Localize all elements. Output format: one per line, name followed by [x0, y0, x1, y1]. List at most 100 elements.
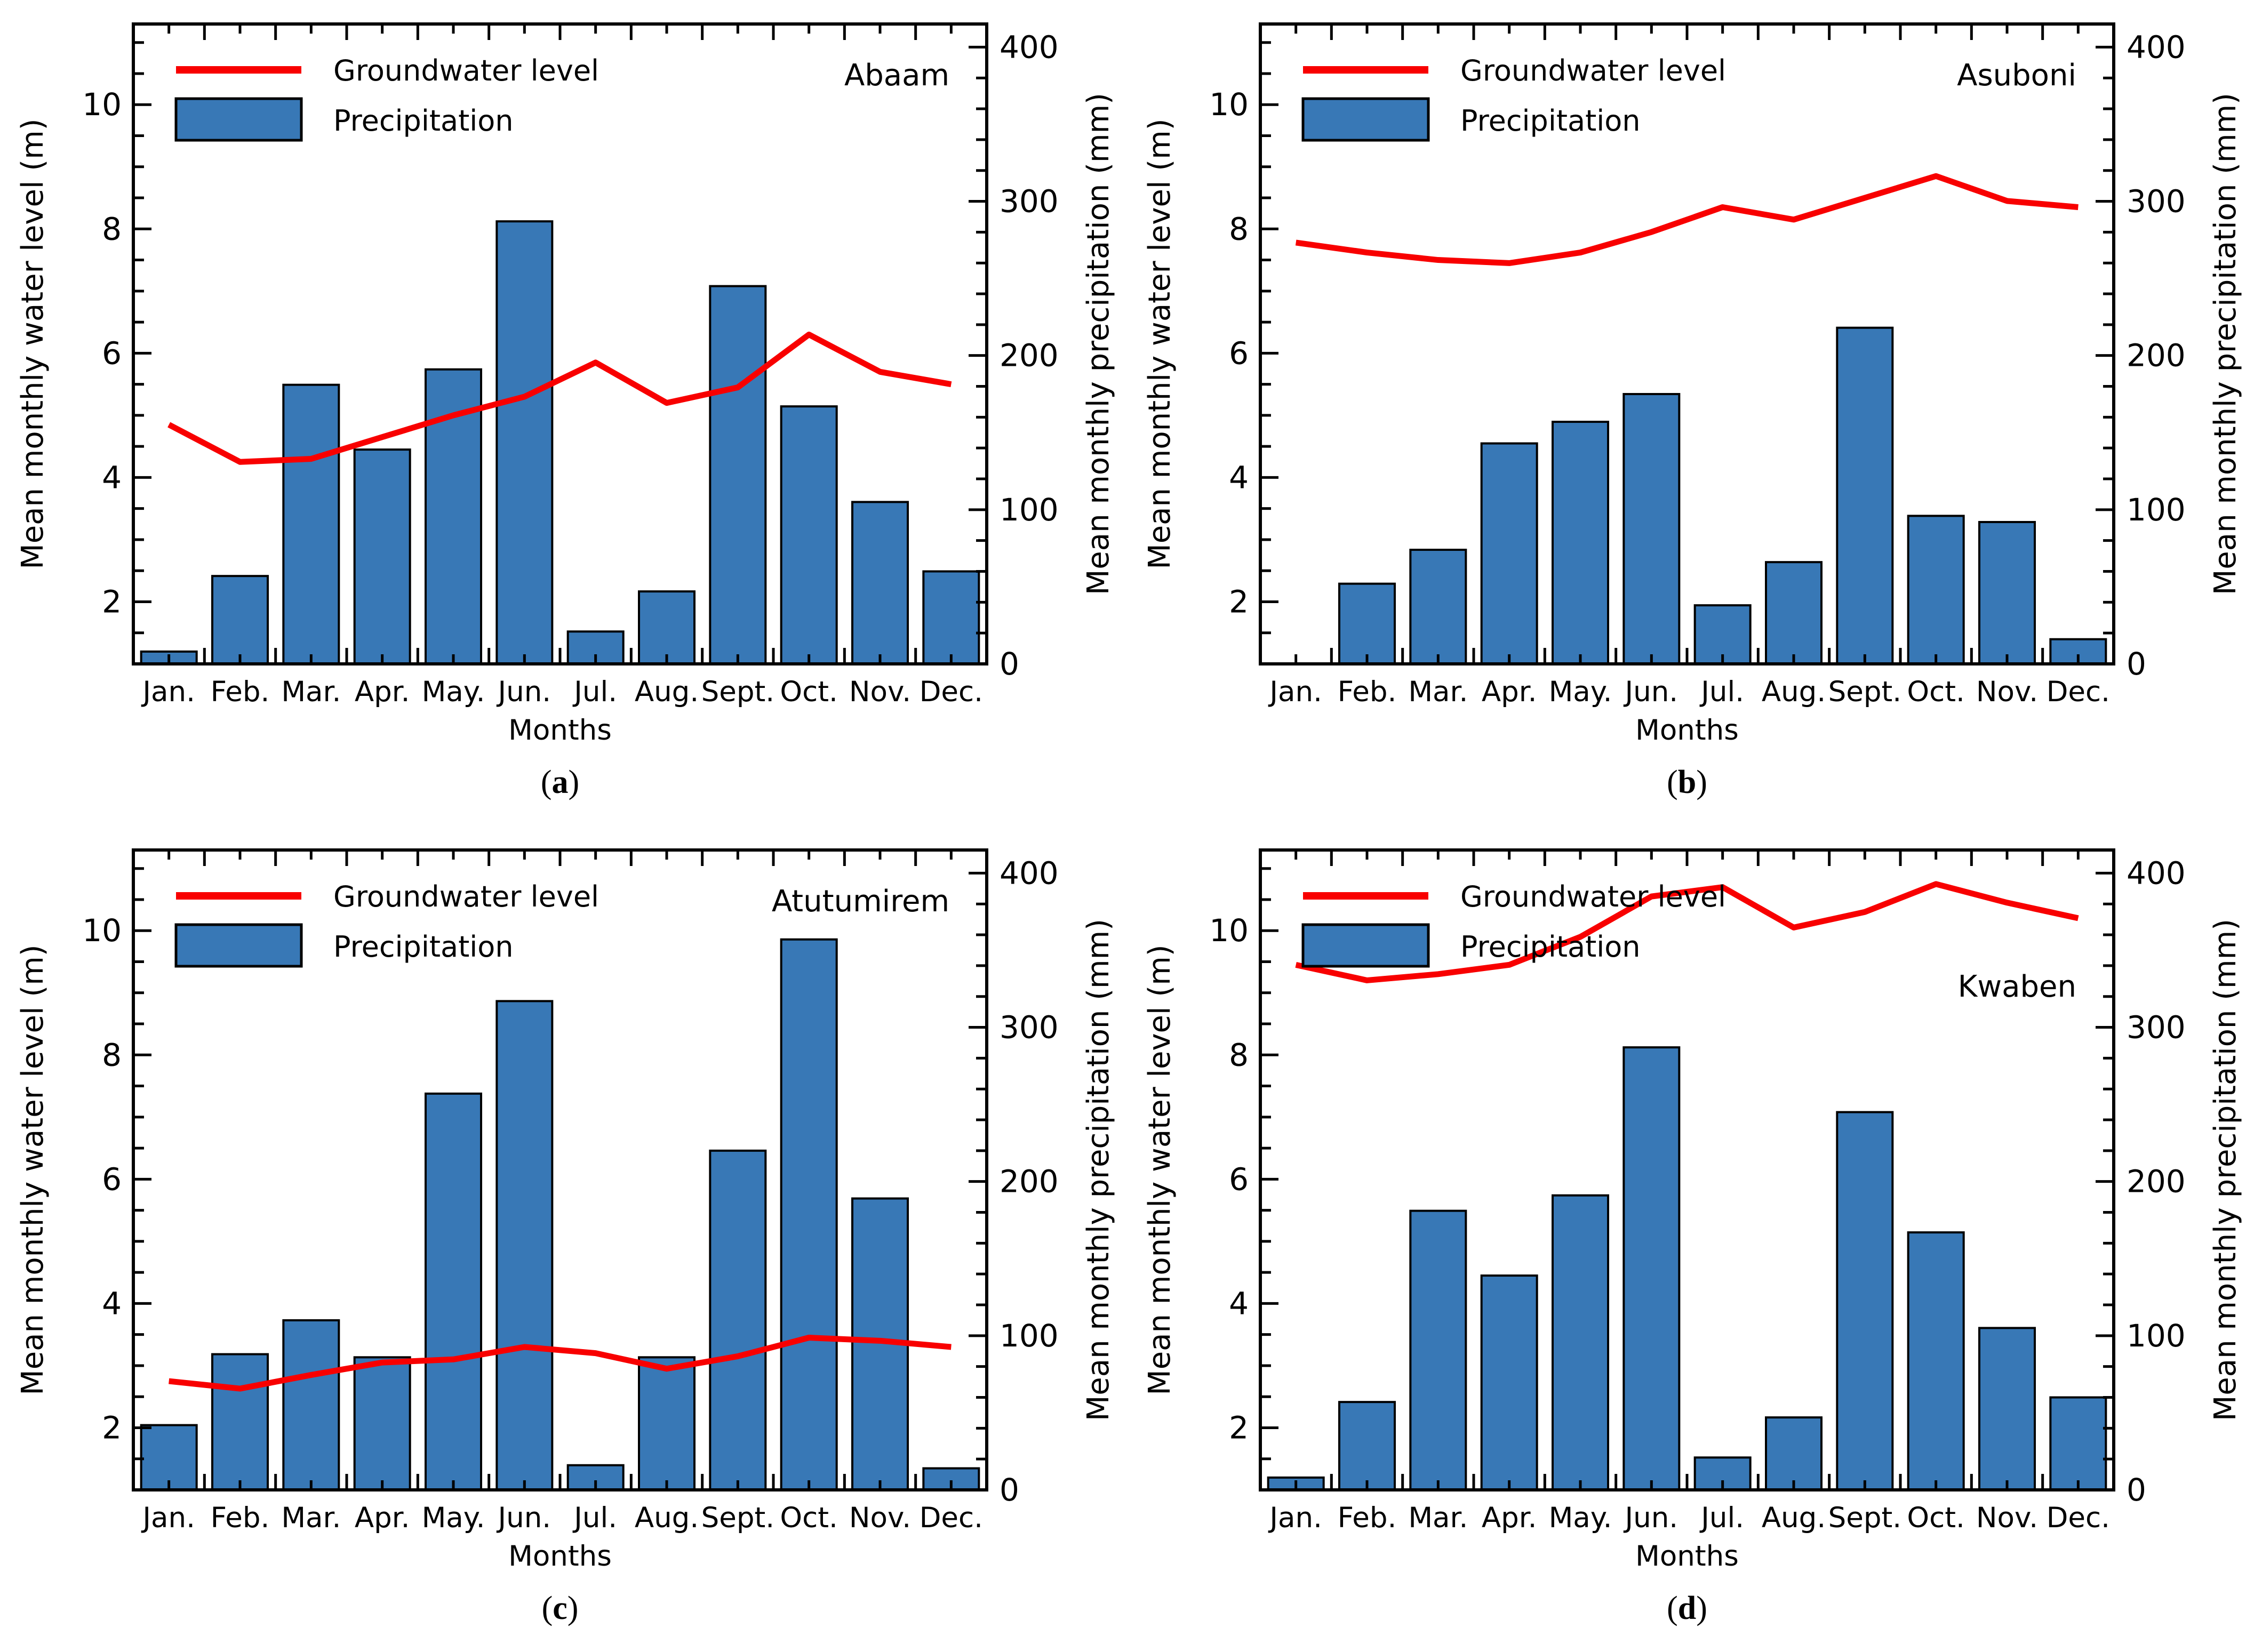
month-label: Dec. [920, 1502, 983, 1534]
y-right-tick-label: 0 [2127, 1472, 2146, 1508]
month-label: May. [1549, 1502, 1612, 1534]
month-label: Apr. [355, 1502, 410, 1534]
precipitation-bar-Feb [1338, 582, 1396, 665]
y-right-tick-label: 0 [1000, 646, 1019, 682]
precipitation-bar-Jun [1622, 392, 1681, 665]
y-left-tick-label: 10 [82, 912, 122, 949]
y-right-tick-label: 0 [2127, 646, 2146, 682]
y-right-tick-label: 300 [2127, 183, 2186, 220]
left-axis-title: Mean monthly water level (m) [1142, 118, 1177, 569]
right-axis-title: Mean monthly precipitation (mm) [1081, 93, 1116, 595]
y-left-tick-label: 8 [102, 211, 122, 247]
panel-c: 2 4 6 8 10 0 100 200 300 400 Jan. Feb. Mar. Apr. May. J… [0, 826, 1127, 1652]
precipitation-bar-Nov [851, 501, 909, 665]
precipitation-bar-Feb [211, 575, 269, 665]
month-label: Mar. [1408, 676, 1468, 708]
precipitation-bar-Nov [1978, 1327, 2036, 1491]
x-axis-title: Months [1635, 1540, 1739, 1573]
precipitation-bar-Jul [1693, 604, 1752, 665]
legend-precipitation-swatch [1301, 97, 1430, 142]
month-label: Jul. [572, 676, 617, 708]
y-left-tick-label: 10 [1209, 86, 1249, 123]
month-label: Jun. [1623, 1502, 1678, 1534]
precipitation-bar-May [1552, 1194, 1609, 1491]
y-right-tick-label: 200 [2127, 1164, 2186, 1200]
month-label: Jan. [1268, 676, 1322, 708]
y-right-tick-label: 300 [2127, 1009, 2186, 1046]
panel-b: 2 4 6 8 10 0 100 200 300 400 Jan. Feb. Mar. Apr. May. J… [1127, 0, 2254, 826]
month-label: Jul. [572, 1502, 617, 1534]
y-right-tick-label: 300 [1000, 1009, 1059, 1046]
y-right-tick-label: 100 [2127, 492, 2186, 528]
panel-caption: (b) [1667, 764, 1707, 800]
station-label: Asuboni [1957, 58, 2076, 93]
month-label: Mar. [281, 1502, 341, 1534]
legend-precipitation-label: Precipitation [333, 104, 514, 138]
station-label: Kwaben [1958, 969, 2076, 1004]
month-label: Nov. [849, 676, 911, 708]
month-label: May. [422, 676, 485, 708]
precipitation-bar-Aug [638, 590, 696, 665]
precipitation-bar-Mar [282, 383, 340, 665]
legend-precipitation-label: Precipitation [333, 930, 514, 964]
month-label: Mar. [281, 676, 341, 708]
month-label: Jan. [141, 676, 195, 708]
precipitation-bar-Jun [495, 220, 554, 665]
month-label: Nov. [1976, 1502, 2038, 1534]
month-label: Apr. [1482, 1502, 1537, 1534]
y-left-tick-label: 4 [1229, 1285, 1249, 1321]
groundwater-level-line [169, 1335, 952, 1392]
y-left-tick-label: 6 [1229, 335, 1249, 371]
y-right-tick-label: 300 [1000, 183, 1059, 220]
month-label: Jul. [1699, 1502, 1744, 1534]
month-label: Aug. [1762, 676, 1826, 708]
month-label: Sept. [1828, 676, 1902, 708]
month-label: Mar. [1408, 1502, 1468, 1534]
y-right-tick-label: 100 [2127, 1318, 2186, 1354]
y-left-tick-label: 6 [1229, 1161, 1249, 1197]
month-label: Dec. [2047, 1502, 2110, 1534]
panel-caption: (a) [541, 764, 579, 800]
precipitation-bar-Apr [1480, 1274, 1538, 1491]
right-axis-title: Mean monthly precipitation (mm) [1081, 919, 1116, 1421]
precipitation-bar-Feb [1338, 1401, 1396, 1491]
precipitation-bar-Mar [282, 1319, 340, 1491]
left-axis-title: Mean monthly water level (m) [15, 118, 50, 569]
month-label: May. [422, 1502, 485, 1534]
y-right-tick-label: 100 [1000, 492, 1059, 528]
precipitation-bar-Aug [1765, 561, 1823, 665]
precipitation-bar-Nov [1978, 520, 2036, 665]
station-label: Atutumirem [772, 884, 949, 919]
y-left-tick-label: 8 [1229, 211, 1249, 247]
precipitation-bar-Jan [140, 1424, 198, 1491]
panel-caption: (c) [542, 1590, 579, 1626]
groundwater-level-line [1295, 173, 2079, 266]
panel-d: 2 4 6 8 10 0 100 200 300 400 Jan. Feb. Mar. Apr. May. J… [1127, 826, 2254, 1652]
groundwater-level-line [167, 331, 952, 465]
legend-groundwater-label: Groundwater level [1460, 54, 1726, 87]
precipitation-bar-Jun [495, 1000, 554, 1491]
month-label: Oct. [780, 676, 837, 708]
y-left-tick-label: 6 [102, 335, 122, 371]
x-axis-title: Months [508, 1540, 612, 1573]
legend-precipitation-swatch [174, 97, 303, 142]
y-left-tick-label: 4 [102, 1285, 122, 1321]
month-label: Dec. [920, 676, 983, 708]
month-label: Aug. [635, 676, 699, 708]
station-label: Abaam [844, 58, 949, 93]
precipitation-bar-May [425, 1092, 482, 1491]
y-left-tick-label: 10 [1209, 912, 1249, 949]
precipitation-bar-Oct [780, 938, 838, 1491]
panel-a: 2 4 6 8 10 0 100 200 300 400 Jan. Feb. Mar. Apr. May. J… [0, 0, 1127, 826]
legend-groundwater-label: Groundwater level [1460, 880, 1726, 913]
y-left-tick-label: 2 [1229, 1409, 1249, 1446]
y-left-tick-label: 8 [1229, 1037, 1249, 1073]
month-label: Sept. [1828, 1502, 1902, 1534]
left-axis-title: Mean monthly water level (m) [1142, 944, 1177, 1395]
month-label: Apr. [355, 676, 410, 708]
x-axis-title: Months [508, 714, 612, 747]
month-label: Nov. [1976, 676, 2038, 708]
